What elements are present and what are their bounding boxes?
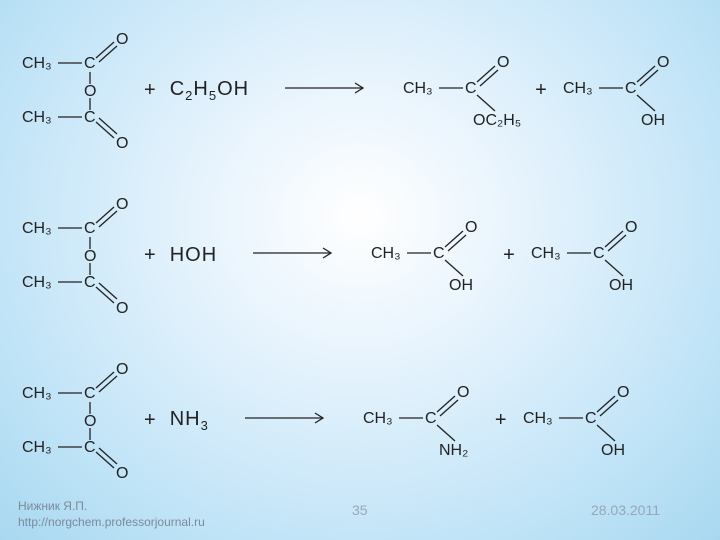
product-structure: CH₃ C O OC₂H₅ xyxy=(401,45,521,135)
page-number: 35 xyxy=(352,502,368,518)
svg-text:OH: OH xyxy=(601,442,625,459)
svg-text:O: O xyxy=(116,31,128,48)
reaction-row-2: CH₃ C O O CH₃ C O + HOH CH₃ xyxy=(0,185,720,325)
reagent-formula: NH3 xyxy=(170,408,209,433)
svg-text:O: O xyxy=(657,54,669,71)
svg-text:O: O xyxy=(84,83,96,100)
plus-sign: + xyxy=(535,79,547,102)
author-name: Нижник Я.П. xyxy=(18,499,87,513)
svg-text:O: O xyxy=(116,196,128,213)
plus-sign: + xyxy=(144,79,156,102)
acetic-acid-structure: CH₃ C O OH xyxy=(529,210,649,300)
plus-sign: + xyxy=(503,244,515,267)
svg-text:O: O xyxy=(465,219,477,236)
svg-text:O: O xyxy=(84,413,96,430)
svg-text:CH₃: CH₃ xyxy=(22,109,52,126)
author-url: http://norgchem.professorjournal.ru xyxy=(18,515,205,529)
svg-text:CH₃: CH₃ xyxy=(22,439,52,456)
svg-text:OC₂H₅: OC₂H₅ xyxy=(473,112,521,129)
plus-sign: + xyxy=(144,409,156,432)
reaction-arrow xyxy=(243,408,333,433)
reaction-row-3: CH₃ C O O CH₃ C O + NH3 CH₃ xyxy=(0,350,720,490)
svg-text:C: C xyxy=(433,245,445,262)
plus-sign: + xyxy=(144,244,156,267)
reaction-row-1: CH₃ C O O CH₃ C O + C2H5OH CH₃ xyxy=(0,20,720,160)
svg-text:C: C xyxy=(84,109,96,126)
svg-text:C: C xyxy=(585,410,597,427)
acetic-acid-structure: CH₃ C O OH xyxy=(521,375,641,465)
svg-text:C: C xyxy=(465,80,477,97)
svg-text:O: O xyxy=(116,135,128,150)
svg-text:O: O xyxy=(84,248,96,265)
svg-text:O: O xyxy=(497,54,509,71)
reaction-arrow xyxy=(283,78,373,103)
svg-text:CH₃: CH₃ xyxy=(563,80,593,97)
svg-text:O: O xyxy=(625,219,637,236)
svg-text:O: O xyxy=(617,384,629,401)
acetic-acid-structure: CH₃ C O OH xyxy=(561,45,681,135)
anhydride-structure: CH₃ C O O CH₃ C O xyxy=(20,360,130,480)
svg-text:C: C xyxy=(625,80,637,97)
svg-text:C: C xyxy=(84,220,96,237)
svg-text:C: C xyxy=(593,245,605,262)
svg-text:C: C xyxy=(425,410,437,427)
svg-text:O: O xyxy=(116,465,128,480)
svg-text:C: C xyxy=(84,439,96,456)
svg-text:CH₃: CH₃ xyxy=(22,55,52,72)
svg-text:C: C xyxy=(84,274,96,291)
plus-sign: + xyxy=(495,409,507,432)
svg-text:CH₃: CH₃ xyxy=(22,385,52,402)
slide-date: 28.03.2011 xyxy=(591,502,660,518)
svg-text:CH₃: CH₃ xyxy=(531,245,561,262)
svg-text:NH₂: NH₂ xyxy=(439,442,468,459)
reagent-formula: C2H5OH xyxy=(170,78,249,103)
svg-text:O: O xyxy=(116,361,128,378)
svg-text:OH: OH xyxy=(609,277,633,294)
footer-author: Нижник Я.П. http://norgchem.professorjou… xyxy=(18,498,205,530)
svg-text:CH₃: CH₃ xyxy=(523,410,553,427)
svg-text:O: O xyxy=(457,384,469,401)
anhydride-structure: CH₃ C O O CH₃ C O xyxy=(20,195,130,315)
reagent-formula: HOH xyxy=(170,244,217,267)
svg-text:CH₃: CH₃ xyxy=(371,245,401,262)
svg-text:OH: OH xyxy=(449,277,473,294)
svg-text:CH₃: CH₃ xyxy=(22,274,52,291)
svg-text:CH₃: CH₃ xyxy=(363,410,393,427)
svg-text:C: C xyxy=(84,385,96,402)
reaction-arrow xyxy=(251,243,341,268)
product-structure: CH₃ C O NH₂ xyxy=(361,375,481,465)
svg-text:C: C xyxy=(84,55,96,72)
anhydride-structure: CH₃ C O O CH₃ C O xyxy=(20,30,130,150)
product-structure: CH₃ C O OH xyxy=(369,210,489,300)
svg-text:O: O xyxy=(116,300,128,315)
svg-text:OH: OH xyxy=(641,112,665,129)
svg-text:CH₃: CH₃ xyxy=(403,80,433,97)
svg-text:CH₃: CH₃ xyxy=(22,220,52,237)
